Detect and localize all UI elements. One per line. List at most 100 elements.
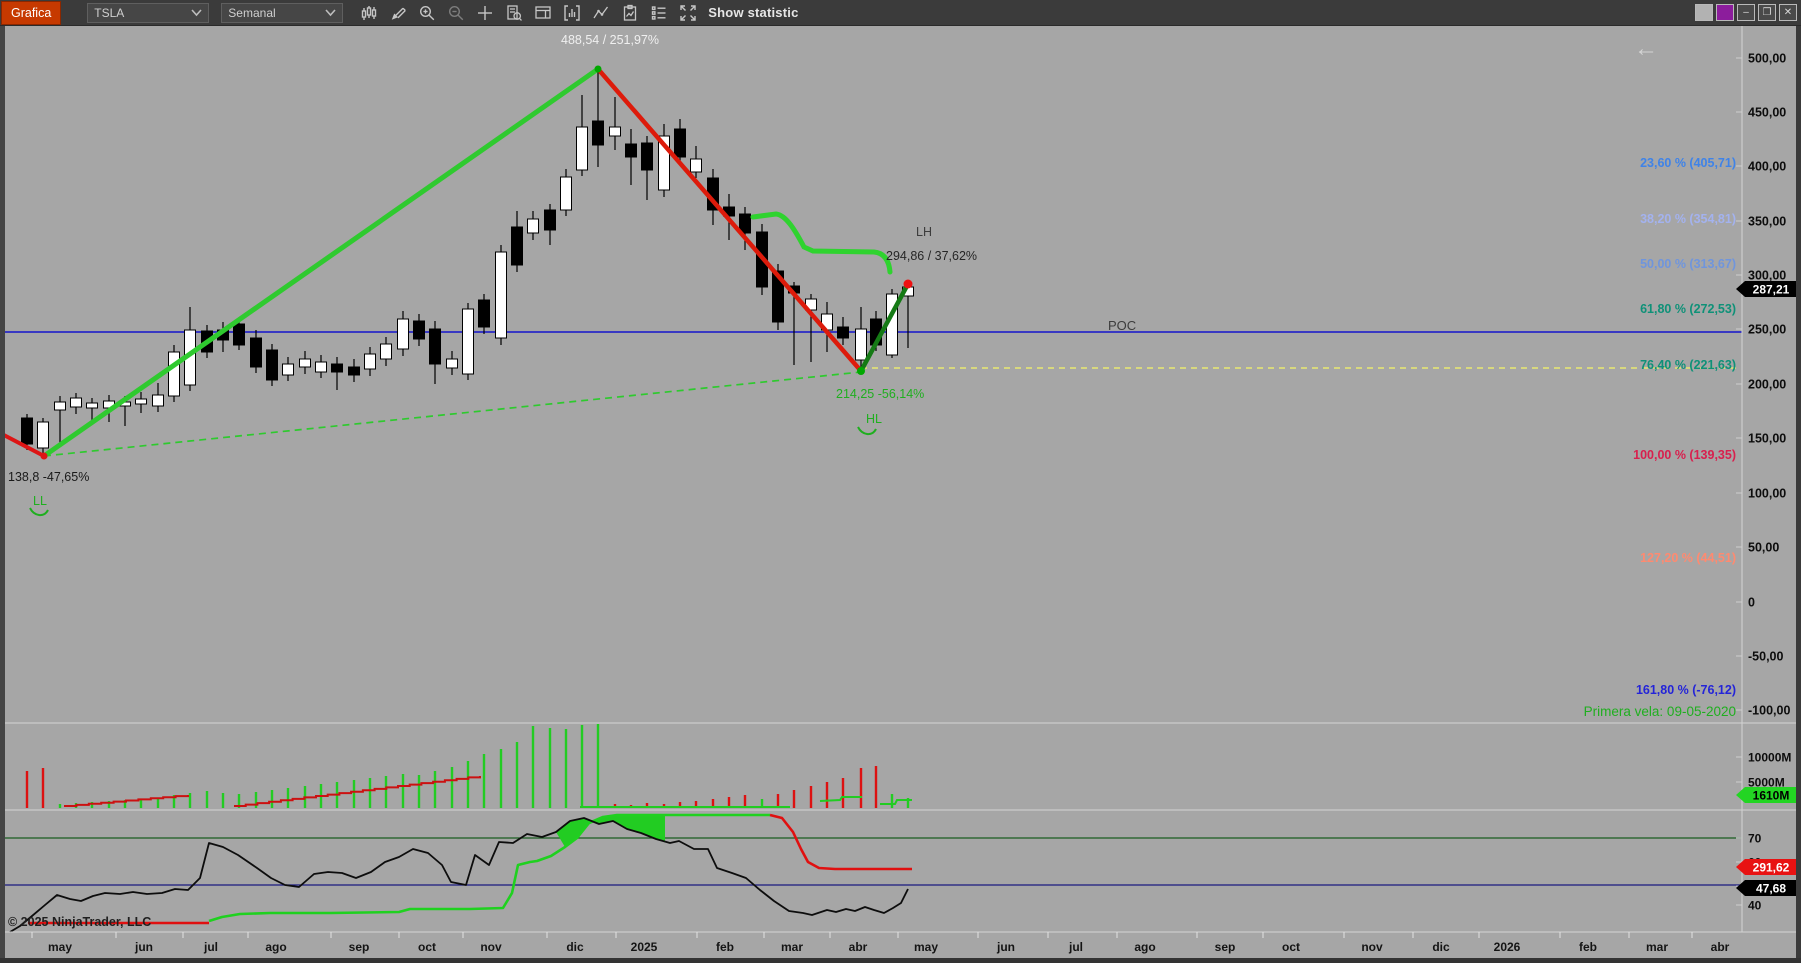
candle-body — [250, 337, 262, 368]
price-axis-label: 0 — [1748, 596, 1755, 610]
volume-bar — [433, 771, 437, 808]
candle-body — [772, 270, 784, 323]
theme-purple-button[interactable] — [1716, 4, 1734, 21]
time-axis-label: feb — [1579, 940, 1597, 954]
time-axis-label: may — [48, 940, 72, 954]
price-axis-label: 50,00 — [1748, 541, 1779, 555]
fib-level-label: 127,20 % (44,51) — [1640, 551, 1736, 565]
fib-level-label: 50,00 % (313,67) — [1640, 257, 1736, 271]
volume-bar — [90, 802, 94, 808]
symbol-dropdown-value: TSLA — [94, 5, 125, 20]
titlebar: Grafica TSLA Semanal Show statistic – ❐ … — [0, 0, 1801, 26]
list-view-icon[interactable] — [648, 2, 669, 23]
candle-body — [855, 328, 867, 361]
lh-label: LH — [916, 225, 932, 239]
zoom-out-icon[interactable] — [445, 2, 466, 23]
volume-bar — [156, 798, 160, 808]
candle-body — [527, 218, 539, 234]
volume-bar — [482, 754, 486, 808]
candle-body — [429, 328, 441, 365]
period-dropdown[interactable]: Semanal — [221, 2, 344, 23]
volume-bar — [123, 800, 127, 808]
low-price-label: 214,25 -56,14% — [836, 387, 924, 401]
candle-body — [478, 299, 490, 328]
maximize-button[interactable]: ❐ — [1758, 4, 1776, 21]
pivot-dot — [594, 65, 602, 73]
candle-body — [462, 308, 474, 375]
candle-body — [348, 366, 360, 376]
candle-body — [560, 176, 572, 211]
price-axis-label: 300,00 — [1748, 269, 1786, 283]
zoom-in-icon[interactable] — [416, 2, 437, 23]
peak-price-label: 488,54 / 251,97% — [561, 33, 659, 47]
tab-grafica[interactable]: Grafica — [1, 0, 62, 25]
candle-body — [625, 143, 637, 158]
indicator-main-line — [9, 817, 909, 933]
indicator-axis-label: 40 — [1748, 899, 1762, 913]
time-axis-label: ago — [265, 940, 286, 954]
volume-bar — [874, 766, 878, 808]
price-axis-label: 350,00 — [1748, 215, 1786, 229]
volume-bar — [548, 728, 552, 808]
fib-level-label: 161,80 % (-76,12) — [1636, 683, 1736, 697]
candle-body — [315, 361, 327, 373]
volume-bar — [352, 780, 356, 808]
time-axis-label: mar — [1646, 940, 1668, 954]
volume-bar — [286, 788, 290, 808]
fib-level-label: 23,60 % (405,71) — [1640, 156, 1736, 170]
window-border-right — [1796, 26, 1801, 963]
volume-bar — [645, 803, 649, 808]
volume-bar — [270, 790, 274, 808]
pencil-draw-icon[interactable] — [387, 2, 408, 23]
candle-body — [70, 397, 82, 408]
volume-bar — [580, 725, 584, 808]
polyline-tool-icon[interactable] — [590, 2, 611, 23]
volume-tag — [1736, 787, 1797, 803]
candle-body — [544, 209, 556, 231]
last-price-tag-text: 287,21 — [1753, 282, 1790, 296]
volume-bar — [564, 729, 568, 808]
data-panel-icon[interactable] — [532, 2, 553, 23]
volume-bar — [254, 792, 258, 808]
volume-bar — [841, 778, 845, 808]
time-axis-label: oct — [418, 940, 436, 954]
period-dropdown-value: Semanal — [228, 5, 276, 20]
candle-body — [609, 126, 621, 137]
candle-body — [266, 349, 278, 381]
indicator-window-icon[interactable] — [561, 2, 582, 23]
data-grid-icon[interactable] — [619, 2, 640, 23]
volume-bar — [466, 761, 470, 808]
chart-background — [0, 26, 1801, 963]
volume-bar — [792, 790, 796, 808]
theme-gray-button[interactable] — [1695, 4, 1713, 21]
symbol-dropdown[interactable]: TSLA — [87, 2, 210, 23]
swing-marker-hook — [857, 426, 877, 435]
expand-fullscreen-icon[interactable] — [677, 2, 698, 23]
price-axis-label: 450,00 — [1748, 106, 1786, 120]
report-search-icon[interactable] — [503, 2, 524, 23]
chart-canvas[interactable]: 500,00 450,00 400,00 350,00 300,00 250,00 200,… — [0, 26, 1801, 963]
close-button[interactable]: ✕ — [1779, 4, 1797, 21]
time-axis-label: mar — [781, 940, 803, 954]
chevron-down-icon — [191, 8, 202, 16]
candle-body — [641, 142, 653, 171]
candle-body — [446, 358, 458, 369]
signal-value-tag-text: 291,62 — [1753, 860, 1790, 874]
fib-level-label: 61,80 % (272,53) — [1640, 302, 1736, 316]
window-border-bottom — [0, 958, 1801, 963]
window-border-left — [0, 26, 5, 963]
candle-body — [592, 120, 604, 146]
poc-label: POC — [1108, 318, 1136, 333]
volume-bar — [825, 782, 829, 808]
candle-body — [674, 128, 686, 158]
volume-bar — [172, 795, 176, 808]
candlestick-chart-icon[interactable] — [358, 2, 379, 23]
copyright: © 2025 NinjaTrader, LLC — [8, 915, 151, 929]
time-axis-label: nov — [1361, 940, 1383, 954]
candle-body — [168, 351, 180, 397]
trendline — [0, 431, 46, 458]
volume-bar — [859, 768, 863, 808]
crosshair-plus-icon[interactable] — [474, 2, 495, 23]
price-axis-label: 150,00 — [1748, 432, 1786, 446]
minimize-button[interactable]: – — [1737, 4, 1755, 21]
